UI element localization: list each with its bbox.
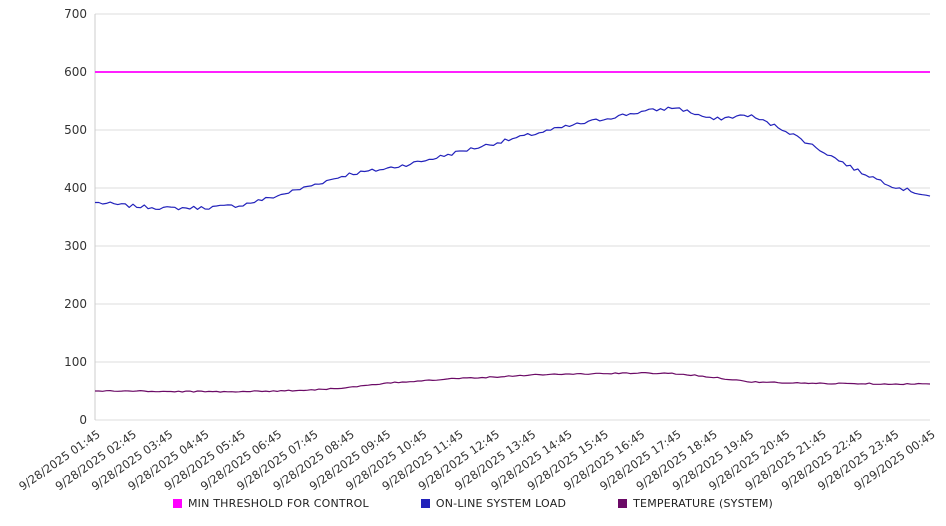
series-line-temperature-system- — [95, 372, 931, 393]
legend-swatch-min-threshold — [172, 499, 182, 508]
legend-item-temperature: TEMPERATURE (SYSTEM) — [618, 497, 773, 510]
legend-item-min-threshold: MIN THRESHOLD FOR CONTROL — [172, 497, 369, 510]
y-axis-tick-label: 300 — [64, 239, 87, 253]
y-axis-tick-label: 0 — [79, 413, 87, 427]
legend-swatch-temperature — [618, 499, 628, 508]
y-axis-tick-label: 400 — [64, 181, 87, 195]
series-line-on-line-system-load — [95, 106, 931, 211]
y-axis-tick-label: 100 — [64, 355, 87, 369]
chart-legend: MIN THRESHOLD FOR CONTROL ON-LINE SYSTEM… — [0, 497, 946, 510]
y-axis-tick-label: 200 — [64, 297, 87, 311]
y-axis-tick-label: 700 — [64, 7, 87, 21]
legend-swatch-system-load — [420, 499, 430, 508]
y-axis-tick-label: 500 — [64, 123, 87, 137]
legend-label-min-threshold: MIN THRESHOLD FOR CONTROL — [187, 497, 369, 510]
y-axis-tick-label: 600 — [64, 65, 87, 79]
legend-item-system-load: ON-LINE SYSTEM LOAD — [420, 497, 567, 510]
legend-label-system-load: ON-LINE SYSTEM LOAD — [435, 497, 567, 510]
legend-label-temperature: TEMPERATURE (SYSTEM) — [633, 497, 774, 510]
